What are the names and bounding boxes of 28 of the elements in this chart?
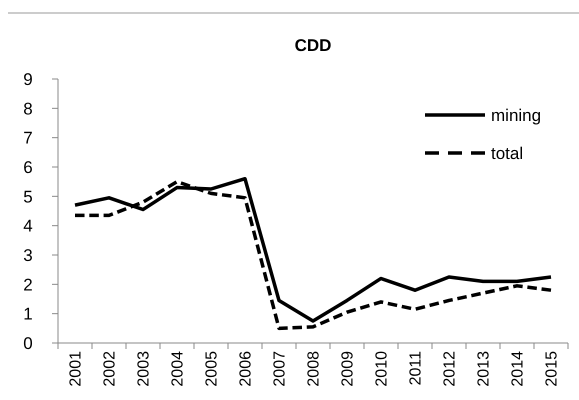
x-tick-label: 2012 <box>442 350 459 387</box>
y-tick-label: 4 <box>23 216 33 236</box>
x-tick-label: 2010 <box>374 350 391 387</box>
x-tick-label: 2002 <box>102 350 119 387</box>
y-tick-label: 8 <box>23 99 33 118</box>
x-tick-label: 2011 <box>408 350 425 386</box>
x-tick-label: 2005 <box>204 350 221 387</box>
x-tick-label: 2001 <box>68 350 85 387</box>
y-tick-label: 1 <box>23 304 33 324</box>
y-tick-label: 7 <box>23 128 33 148</box>
chart-title: CDD <box>294 36 332 55</box>
x-tick-label: 2014 <box>510 350 527 387</box>
x-tick-label: 2006 <box>238 350 255 387</box>
x-tick-label: 2007 <box>272 350 289 387</box>
x-tick-label: 2004 <box>170 350 187 387</box>
x-tick-label: 2015 <box>544 350 561 387</box>
y-tick-label: 6 <box>23 158 33 177</box>
x-tick-label: 2008 <box>306 350 323 387</box>
x-tick-label: 2009 <box>340 350 357 387</box>
y-tick-label: 2 <box>23 275 33 294</box>
y-tick-label: 0 <box>23 334 33 353</box>
legend-label: mining <box>491 106 542 125</box>
y-tick-label: 3 <box>23 246 33 265</box>
x-tick-label: 2003 <box>136 350 153 387</box>
y-tick-label: 5 <box>23 187 33 206</box>
legend-label: total <box>491 144 524 163</box>
x-tick-label: 2013 <box>476 350 493 387</box>
y-tick-label: 9 <box>23 70 33 89</box>
